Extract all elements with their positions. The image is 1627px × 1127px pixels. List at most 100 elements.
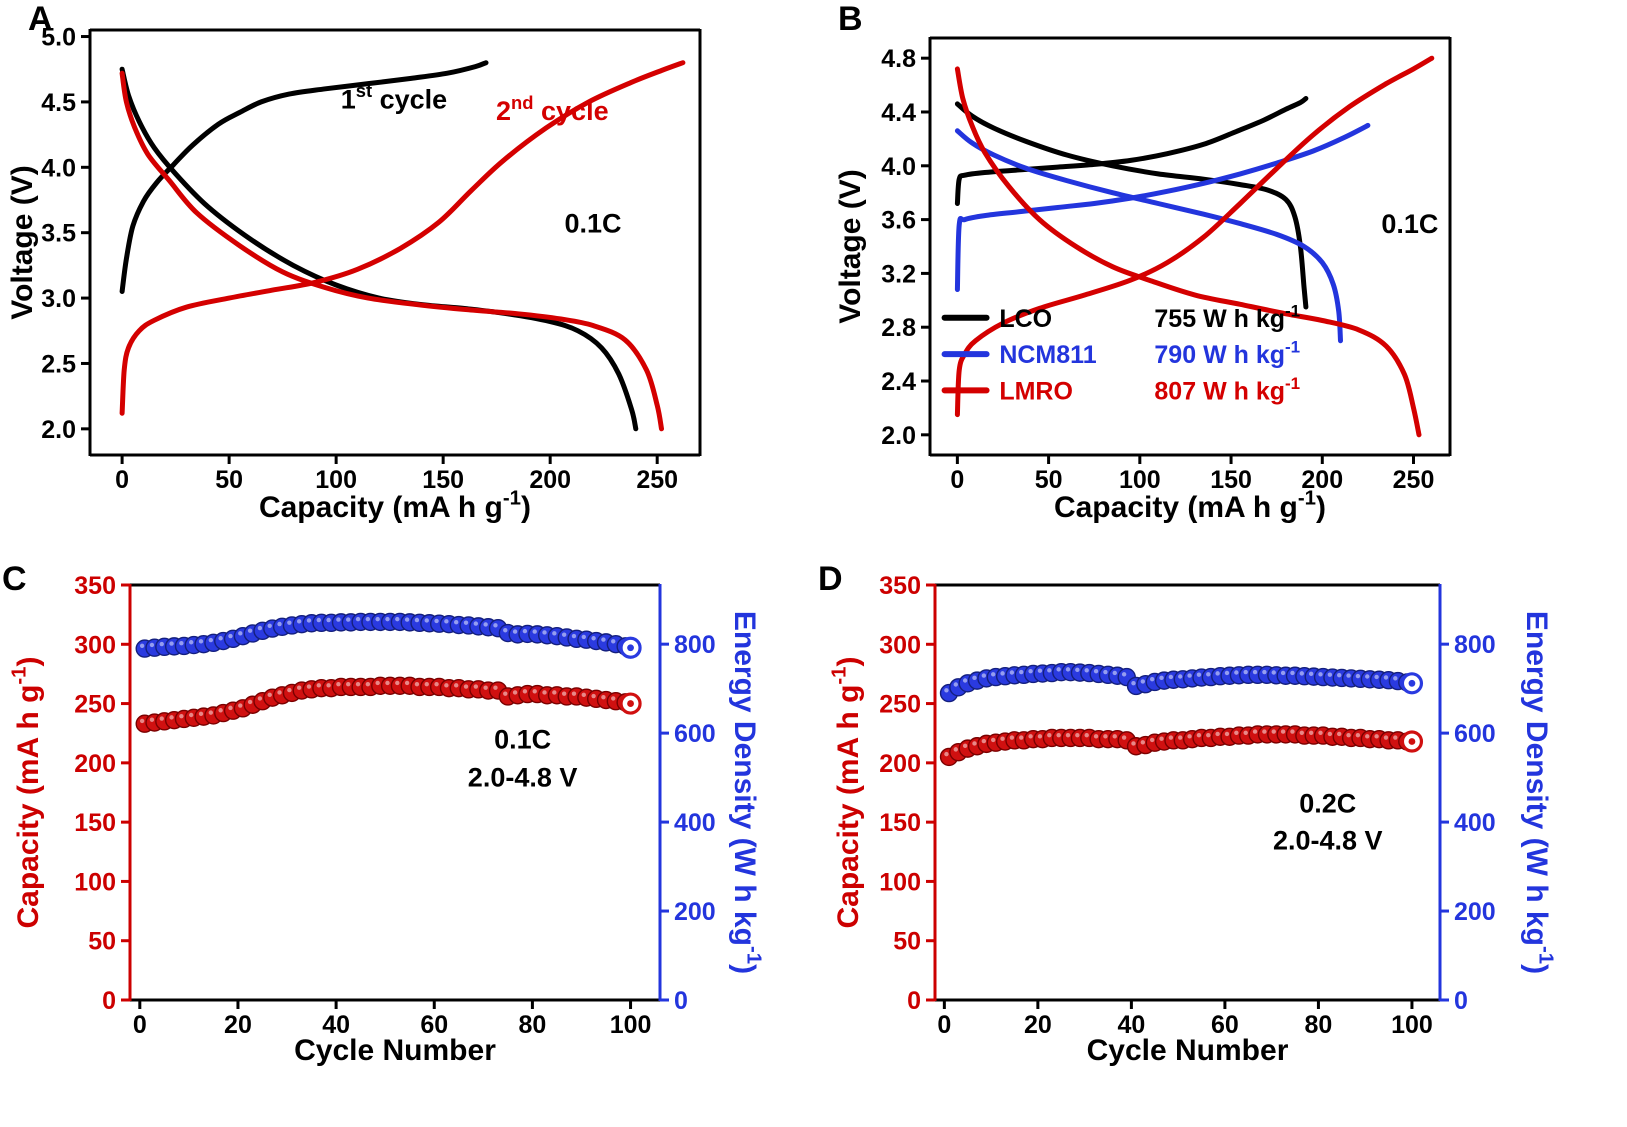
svg-text:150: 150 [879, 809, 921, 837]
svg-text:40: 40 [322, 1011, 350, 1039]
svg-text:NCM811: NCM811 [999, 341, 1096, 369]
svg-text:100: 100 [1391, 1011, 1433, 1039]
svg-text:790 W h kg-1: 790 W h kg-1 [1154, 338, 1300, 370]
svg-text:4.8: 4.8 [881, 45, 916, 73]
svg-text:100: 100 [1119, 466, 1161, 494]
svg-text:0: 0 [133, 1011, 147, 1039]
svg-text:4.5: 4.5 [41, 89, 76, 117]
svg-text:300: 300 [74, 631, 116, 659]
svg-text:1st cycle: 1st cycle [341, 80, 447, 114]
panel-c-label: C [2, 560, 27, 598]
svg-text:LMRO: LMRO [999, 377, 1073, 405]
svg-text:2.8: 2.8 [881, 314, 916, 342]
svg-text:200: 200 [74, 750, 116, 778]
svg-text:200: 200 [1454, 898, 1496, 926]
svg-text:Energy Density (W h kg-1): Energy Density (W h kg-1) [1520, 611, 1557, 974]
svg-text:20: 20 [224, 1011, 252, 1039]
svg-text:400: 400 [674, 809, 716, 837]
svg-text:800: 800 [674, 631, 716, 659]
svg-text:350: 350 [74, 572, 116, 600]
svg-text:0: 0 [1454, 987, 1468, 1015]
svg-text:250: 250 [1393, 466, 1435, 494]
svg-text:807 W h kg-1: 807 W h kg-1 [1154, 374, 1300, 406]
svg-text:Cycle Number: Cycle Number [1087, 1034, 1289, 1067]
svg-text:40: 40 [1117, 1011, 1145, 1039]
svg-text:250: 250 [636, 466, 678, 494]
svg-text:200: 200 [674, 898, 716, 926]
svg-text:Energy Density (W h kg-1): Energy Density (W h kg-1) [728, 611, 765, 974]
svg-text:600: 600 [1454, 720, 1496, 748]
panel-d: D 0 20 40 60 80 100 0 50 100 150 200 250 300 350 0 200 4… [815, 560, 1627, 1127]
svg-text:60: 60 [1211, 1011, 1239, 1039]
svg-text:150: 150 [1210, 466, 1252, 494]
svg-text:3.0: 3.0 [41, 285, 76, 313]
svg-text:100: 100 [315, 466, 357, 494]
svg-text:2.0-4.8 V: 2.0-4.8 V [1273, 825, 1383, 855]
svg-text:50: 50 [215, 466, 243, 494]
svg-text:60: 60 [420, 1011, 448, 1039]
svg-text:20: 20 [1024, 1011, 1052, 1039]
panel-d-chart: 0 20 40 60 80 100 0 50 100 150 200 250 300 350 0 200 400… [828, 572, 1557, 1067]
svg-text:Cycle Number: Cycle Number [294, 1034, 496, 1067]
svg-text:Voltage (V): Voltage (V) [6, 165, 39, 319]
svg-text:600: 600 [674, 720, 716, 748]
svg-text:200: 200 [1301, 466, 1343, 494]
svg-text:0.2C: 0.2C [1299, 789, 1356, 819]
svg-text:0: 0 [115, 466, 129, 494]
panel-d-label: D [818, 560, 843, 598]
panel-c-chart: 0 20 40 60 80 100 0 50 100 150 200 250 300 350 0 200 400… [8, 572, 765, 1067]
svg-text:2.0: 2.0 [881, 422, 916, 450]
svg-text:4.0: 4.0 [881, 153, 916, 181]
svg-text:4.4: 4.4 [881, 99, 916, 127]
svg-text:50: 50 [1035, 466, 1063, 494]
svg-text:100: 100 [610, 1011, 652, 1039]
svg-text:80: 80 [1305, 1011, 1333, 1039]
svg-text:150: 150 [422, 466, 464, 494]
svg-text:300: 300 [879, 631, 921, 659]
svg-text:2.4: 2.4 [881, 368, 916, 396]
svg-text:Capacity (mA h g-1): Capacity (mA h g-1) [828, 656, 865, 928]
svg-text:200: 200 [529, 466, 571, 494]
svg-text:2nd cycle: 2nd cycle [496, 92, 609, 126]
svg-text:0: 0 [674, 987, 688, 1015]
svg-text:2.5: 2.5 [41, 350, 76, 378]
svg-text:400: 400 [1454, 809, 1496, 837]
svg-text:0.1C: 0.1C [1381, 209, 1438, 239]
panel-a: A 0 50 100 150 200 250 2.0 2.5 3.0 3.5 4.0 4.5 5.0 Ca… [0, 0, 815, 560]
svg-text:250: 250 [74, 691, 116, 719]
panel-a-label: A [28, 0, 53, 38]
svg-text:Capacity (mA h g-1): Capacity (mA h g-1) [8, 656, 45, 928]
svg-text:3.6: 3.6 [881, 207, 916, 235]
svg-text:0.1C: 0.1C [564, 209, 621, 239]
svg-text:250: 250 [879, 691, 921, 719]
svg-text:150: 150 [74, 809, 116, 837]
panel-a-chart: 0 50 100 150 200 250 2.0 2.5 3.0 3.5 4.0 4.5 5.0 Capa… [6, 24, 702, 524]
svg-text:Voltage (V): Voltage (V) [834, 169, 867, 323]
svg-text:5.0: 5.0 [41, 24, 76, 52]
svg-text:800: 800 [1454, 631, 1496, 659]
svg-text:0: 0 [907, 987, 921, 1015]
svg-text:100: 100 [879, 868, 921, 896]
svg-text:2.0-4.8 V: 2.0-4.8 V [468, 763, 578, 793]
svg-text:Capacity (mA h g-1): Capacity (mA h g-1) [1054, 487, 1326, 524]
panel-c: C 0 20 40 60 80 100 0 50 100 150 200 250 300 350 0 200 4… [0, 560, 815, 1127]
svg-text:3.2: 3.2 [881, 260, 916, 288]
panel-b-label: B [838, 0, 863, 38]
svg-text:50: 50 [893, 928, 921, 956]
svg-text:350: 350 [879, 572, 921, 600]
svg-text:755 W h kg-1: 755 W h kg-1 [1154, 301, 1300, 333]
svg-text:80: 80 [519, 1011, 547, 1039]
panel-b-chart: 0 50 100 150 200 250 2.0 2.4 2.8 3.2 3.6 4.0 4.4 4.8 C… [834, 36, 1452, 524]
svg-text:LCO: LCO [999, 305, 1052, 333]
svg-text:0: 0 [937, 1011, 951, 1039]
svg-text:0: 0 [102, 987, 116, 1015]
svg-text:2.0: 2.0 [41, 416, 76, 444]
svg-text:50: 50 [88, 928, 116, 956]
svg-text:3.5: 3.5 [41, 220, 76, 248]
svg-text:0.1C: 0.1C [494, 725, 551, 755]
panel-b: B 0 50 100 150 200 250 2.0 2.4 2.8 3.2 3.6 4.0 4.4 4.… [815, 0, 1627, 560]
svg-text:4.0: 4.0 [41, 154, 76, 182]
svg-text:200: 200 [879, 750, 921, 778]
svg-text:Capacity (mA h g-1): Capacity (mA h g-1) [259, 487, 531, 524]
